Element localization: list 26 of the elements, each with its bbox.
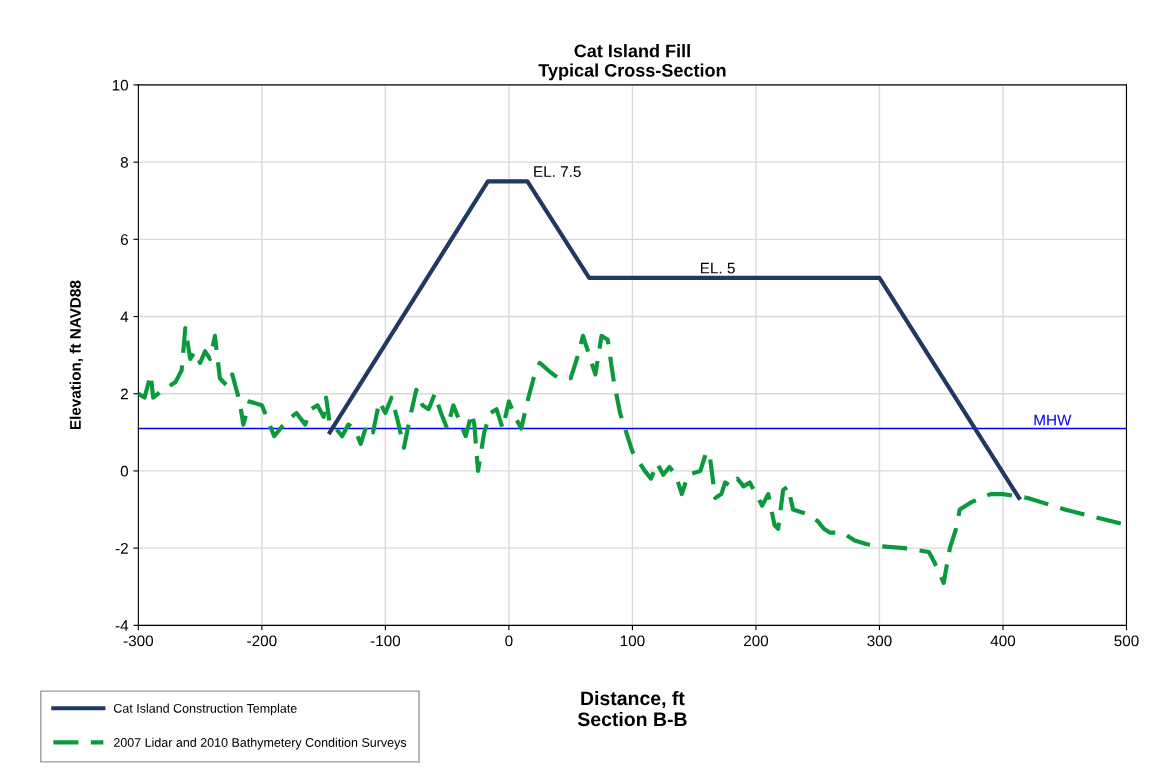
x-tick-label: 500	[1114, 635, 1139, 647]
x-tick-label: 0	[505, 635, 513, 647]
y-tick-label: 8	[120, 156, 128, 168]
y-tick-label: -4	[115, 620, 129, 631]
y-tick-label: -2	[115, 542, 128, 554]
ref-line-label: MHW	[1034, 414, 1072, 426]
legend-label: 2007 Lidar and 2010 Bathymetery Condition Surveys	[113, 737, 407, 750]
x-tick-label: 200	[743, 635, 769, 647]
x-tick-label: -300	[123, 635, 154, 647]
x-tick-label: -200	[247, 635, 277, 647]
x-tick-label: -100	[370, 635, 401, 647]
y-tick-label: 4	[120, 311, 129, 323]
x-tick-label: 100	[620, 635, 645, 647]
chart-title: Cat Island Fill Typical Cross-Section	[538, 44, 726, 81]
x-tick-label: 400	[990, 635, 1016, 647]
x-axis-title: Distance, ft Section B-B	[577, 690, 687, 727]
y-tick-label: 0	[120, 465, 129, 477]
line-series	[327, 179, 1022, 501]
x-tick-label: 300	[867, 635, 892, 647]
y-tick-label: 2	[120, 388, 128, 400]
annotation: EL. 5	[700, 262, 735, 274]
y-tick-label: 10	[112, 79, 129, 91]
annotation: EL. 7.5	[534, 166, 581, 178]
y-axis-title: Elevation, ft NAVD88	[69, 280, 84, 430]
y-tick-label: 6	[120, 234, 128, 246]
legend-label: Cat Island Construction Template	[113, 703, 297, 716]
